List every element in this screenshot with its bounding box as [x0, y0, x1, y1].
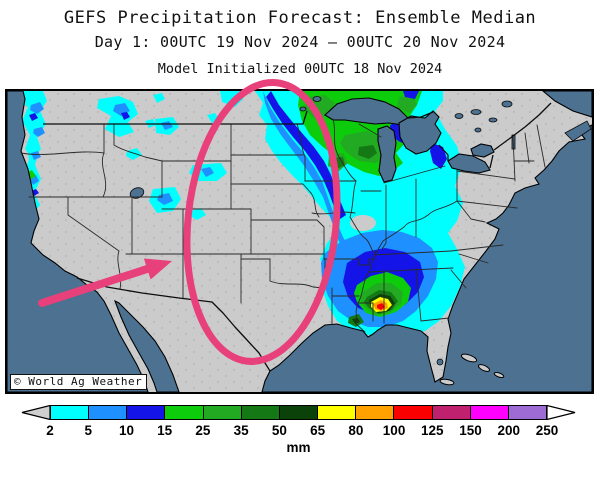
colorbar-tick: 200 — [497, 423, 521, 438]
colorbar-cells — [50, 405, 548, 420]
colorbar-unit-label: mm — [286, 440, 311, 455]
colorbar-right-arrow — [546, 405, 576, 420]
colorbar-segment — [393, 405, 433, 420]
islands-layer — [439, 353, 505, 386]
colorbar-tick-row: 2 5 10 15 25 35 50 65 80 100 125 150 200 250 — [46, 423, 558, 439]
great-salt-lake — [129, 187, 145, 199]
lakes-layer — [129, 96, 516, 366]
colorbar-segment — [202, 405, 242, 420]
colorbar-tick: 50 — [271, 423, 287, 438]
colorbar-segment — [164, 405, 204, 420]
colorbar-tick: 150 — [459, 423, 482, 438]
colorbar-segment — [278, 405, 319, 420]
conus-precipitation-map — [7, 91, 592, 392]
lake-huron — [398, 110, 442, 155]
colorbar-tick: 35 — [233, 423, 249, 438]
colorbar-tick: 5 — [84, 423, 92, 438]
page-title: GEFS Precipitation Forecast: Ensemble Me… — [63, 8, 537, 28]
forecast-period-subtitle: Day 1: 00UTC 19 Nov 2024 — 00UTC 20 Nov … — [94, 33, 506, 51]
colorbar-tick: 25 — [195, 423, 211, 438]
map-frame: © World Ag Weather — [5, 89, 594, 394]
colorbar-tick: 80 — [348, 423, 364, 438]
watermark: © World Ag Weather — [10, 374, 148, 390]
pacific-ocean — [7, 91, 149, 392]
gulf-of-california — [113, 299, 180, 392]
colorbar-segment — [355, 405, 395, 420]
colorbar-segment — [88, 405, 128, 420]
colorbar-segment — [431, 405, 471, 420]
lake-michigan — [377, 125, 397, 183]
colorbar-tick: 15 — [157, 423, 173, 438]
colorbar-segment — [469, 405, 509, 420]
gulf-of-st-lawrence — [542, 91, 592, 118]
colorbar-segment — [126, 405, 166, 420]
bay-of-fundy — [564, 120, 592, 142]
lake-erie — [447, 153, 491, 174]
colorbar-segment — [50, 405, 90, 420]
colorbar-tick: 65 — [310, 423, 326, 438]
model-init-line: Model Initialized 00UTC 18 Nov 2024 — [157, 61, 443, 77]
lake-okeechobee — [436, 358, 444, 366]
colorbar-tick: 10 — [118, 423, 134, 438]
colorbar-tick: 125 — [421, 423, 444, 438]
colorbar-left-arrow — [21, 405, 51, 420]
colorbar-segment — [240, 405, 280, 420]
colorbar-segment — [507, 405, 548, 420]
lake-ontario — [470, 143, 495, 158]
precipitation-colorbar: 2 5 10 15 25 35 50 65 80 100 125 150 200 250 mm — [0, 395, 600, 485]
colorbar-tick: 250 — [535, 423, 559, 438]
colorbar-segment — [317, 405, 357, 420]
colorbar-tick: 100 — [382, 423, 406, 438]
colorbar-tick: 2 — [46, 423, 54, 438]
